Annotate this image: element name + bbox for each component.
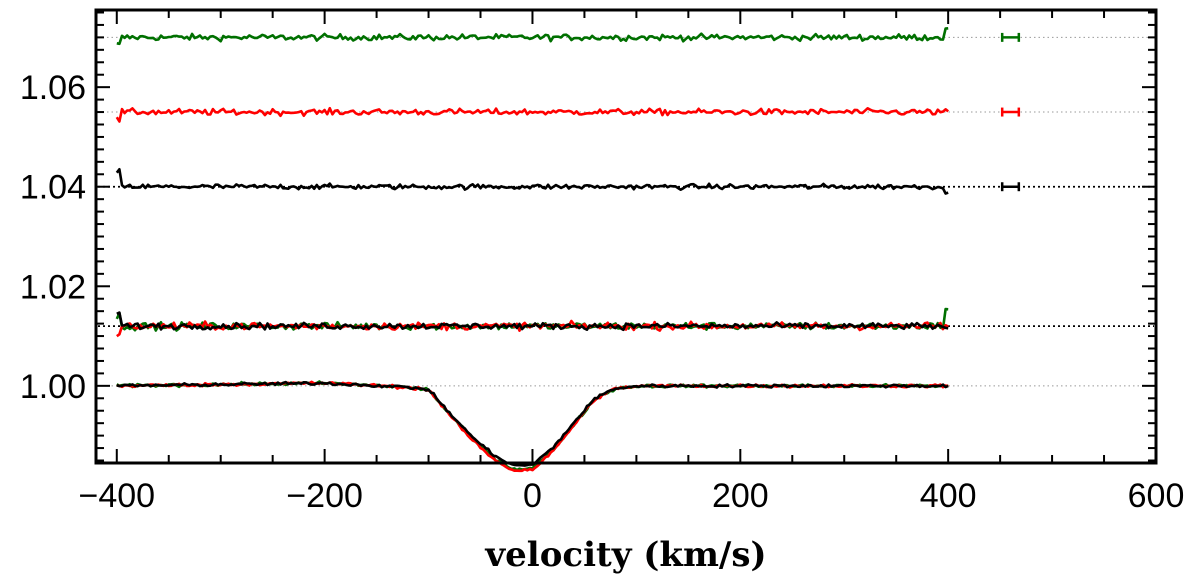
- x-tick-label: 0: [523, 477, 542, 515]
- error-bar-black-stokes: [1000, 182, 1021, 192]
- y-tick-labels: 1.00 1.02 1.04 1.06: [20, 69, 86, 406]
- y-tick-label: 1.02: [20, 268, 86, 306]
- axis-ticks: [96, 10, 1157, 463]
- x-tick-label: 400: [920, 477, 977, 515]
- series-line-black-intensity: [116, 380, 949, 467]
- x-tick-label: −400: [78, 477, 155, 515]
- x-tick-labels: −400 −200 0 200 400 600: [78, 477, 1184, 515]
- x-tick-label: −200: [286, 477, 363, 515]
- series-line-green-stokes: [116, 27, 949, 46]
- error-bars: [1000, 32, 1021, 192]
- plot-frame: [94, 8, 1158, 465]
- x-axis-title: velocity (km/s): [484, 535, 766, 575]
- error-bar-green-stokes: [1000, 32, 1021, 42]
- series-line-black-null: [116, 311, 949, 332]
- x-tick-label: 600: [1128, 477, 1185, 515]
- x-tick-label: 200: [712, 477, 769, 515]
- series-line-red-stokes: [115, 106, 950, 123]
- data-series: [115, 27, 950, 473]
- reference-lines: [98, 36, 1154, 387]
- error-bar-red-stokes: [1000, 107, 1021, 117]
- series-line-black-stokes: [115, 168, 949, 195]
- y-tick-label: 1.00: [20, 368, 86, 406]
- y-tick-label: 1.04: [20, 169, 86, 207]
- y-tick-label: 1.06: [20, 69, 86, 107]
